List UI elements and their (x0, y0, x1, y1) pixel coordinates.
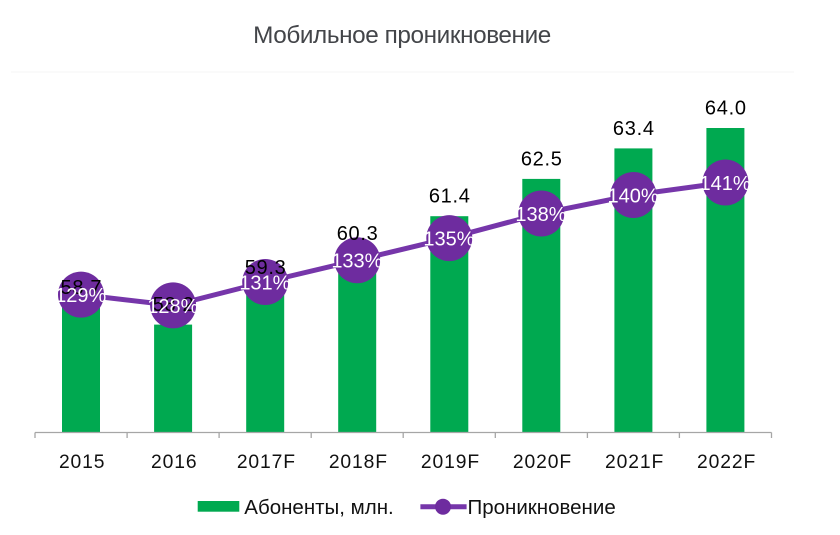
svg-text:59.3: 59.3 (245, 257, 287, 279)
svg-text:58.2: 58.2 (153, 294, 195, 316)
svg-text:2022F: 2022F (697, 452, 756, 473)
svg-text:2020F: 2020F (513, 452, 572, 473)
svg-text:2019F: 2019F (421, 452, 480, 473)
svg-text:2018F: 2018F (329, 452, 388, 473)
svg-text:61.4: 61.4 (429, 186, 471, 208)
svg-text:Абоненты, млн.: Абоненты, млн. (244, 496, 393, 519)
svg-text:2016: 2016 (151, 452, 198, 473)
svg-text:138%: 138% (515, 204, 566, 226)
svg-text:141%: 141% (700, 173, 751, 195)
svg-text:2021F: 2021F (605, 452, 664, 473)
svg-text:133%: 133% (331, 251, 382, 273)
svg-text:Проникновение: Проникновение (468, 496, 616, 519)
svg-text:135%: 135% (423, 229, 474, 251)
svg-text:2017F: 2017F (237, 452, 296, 473)
svg-text:58.7: 58.7 (61, 277, 103, 299)
svg-text:62.5: 62.5 (521, 148, 563, 170)
svg-text:63.4: 63.4 (613, 118, 655, 140)
svg-text:140%: 140% (608, 186, 659, 208)
svg-text:131%: 131% (239, 273, 290, 295)
svg-text:2015: 2015 (59, 452, 106, 473)
svg-text:129%: 129% (55, 285, 106, 307)
svg-text:128%: 128% (147, 296, 198, 318)
svg-text:64.0: 64.0 (705, 98, 747, 120)
svg-text:60.3: 60.3 (337, 223, 379, 245)
svg-text:Мобильное проникновение: Мобильное проникновение (253, 22, 551, 49)
